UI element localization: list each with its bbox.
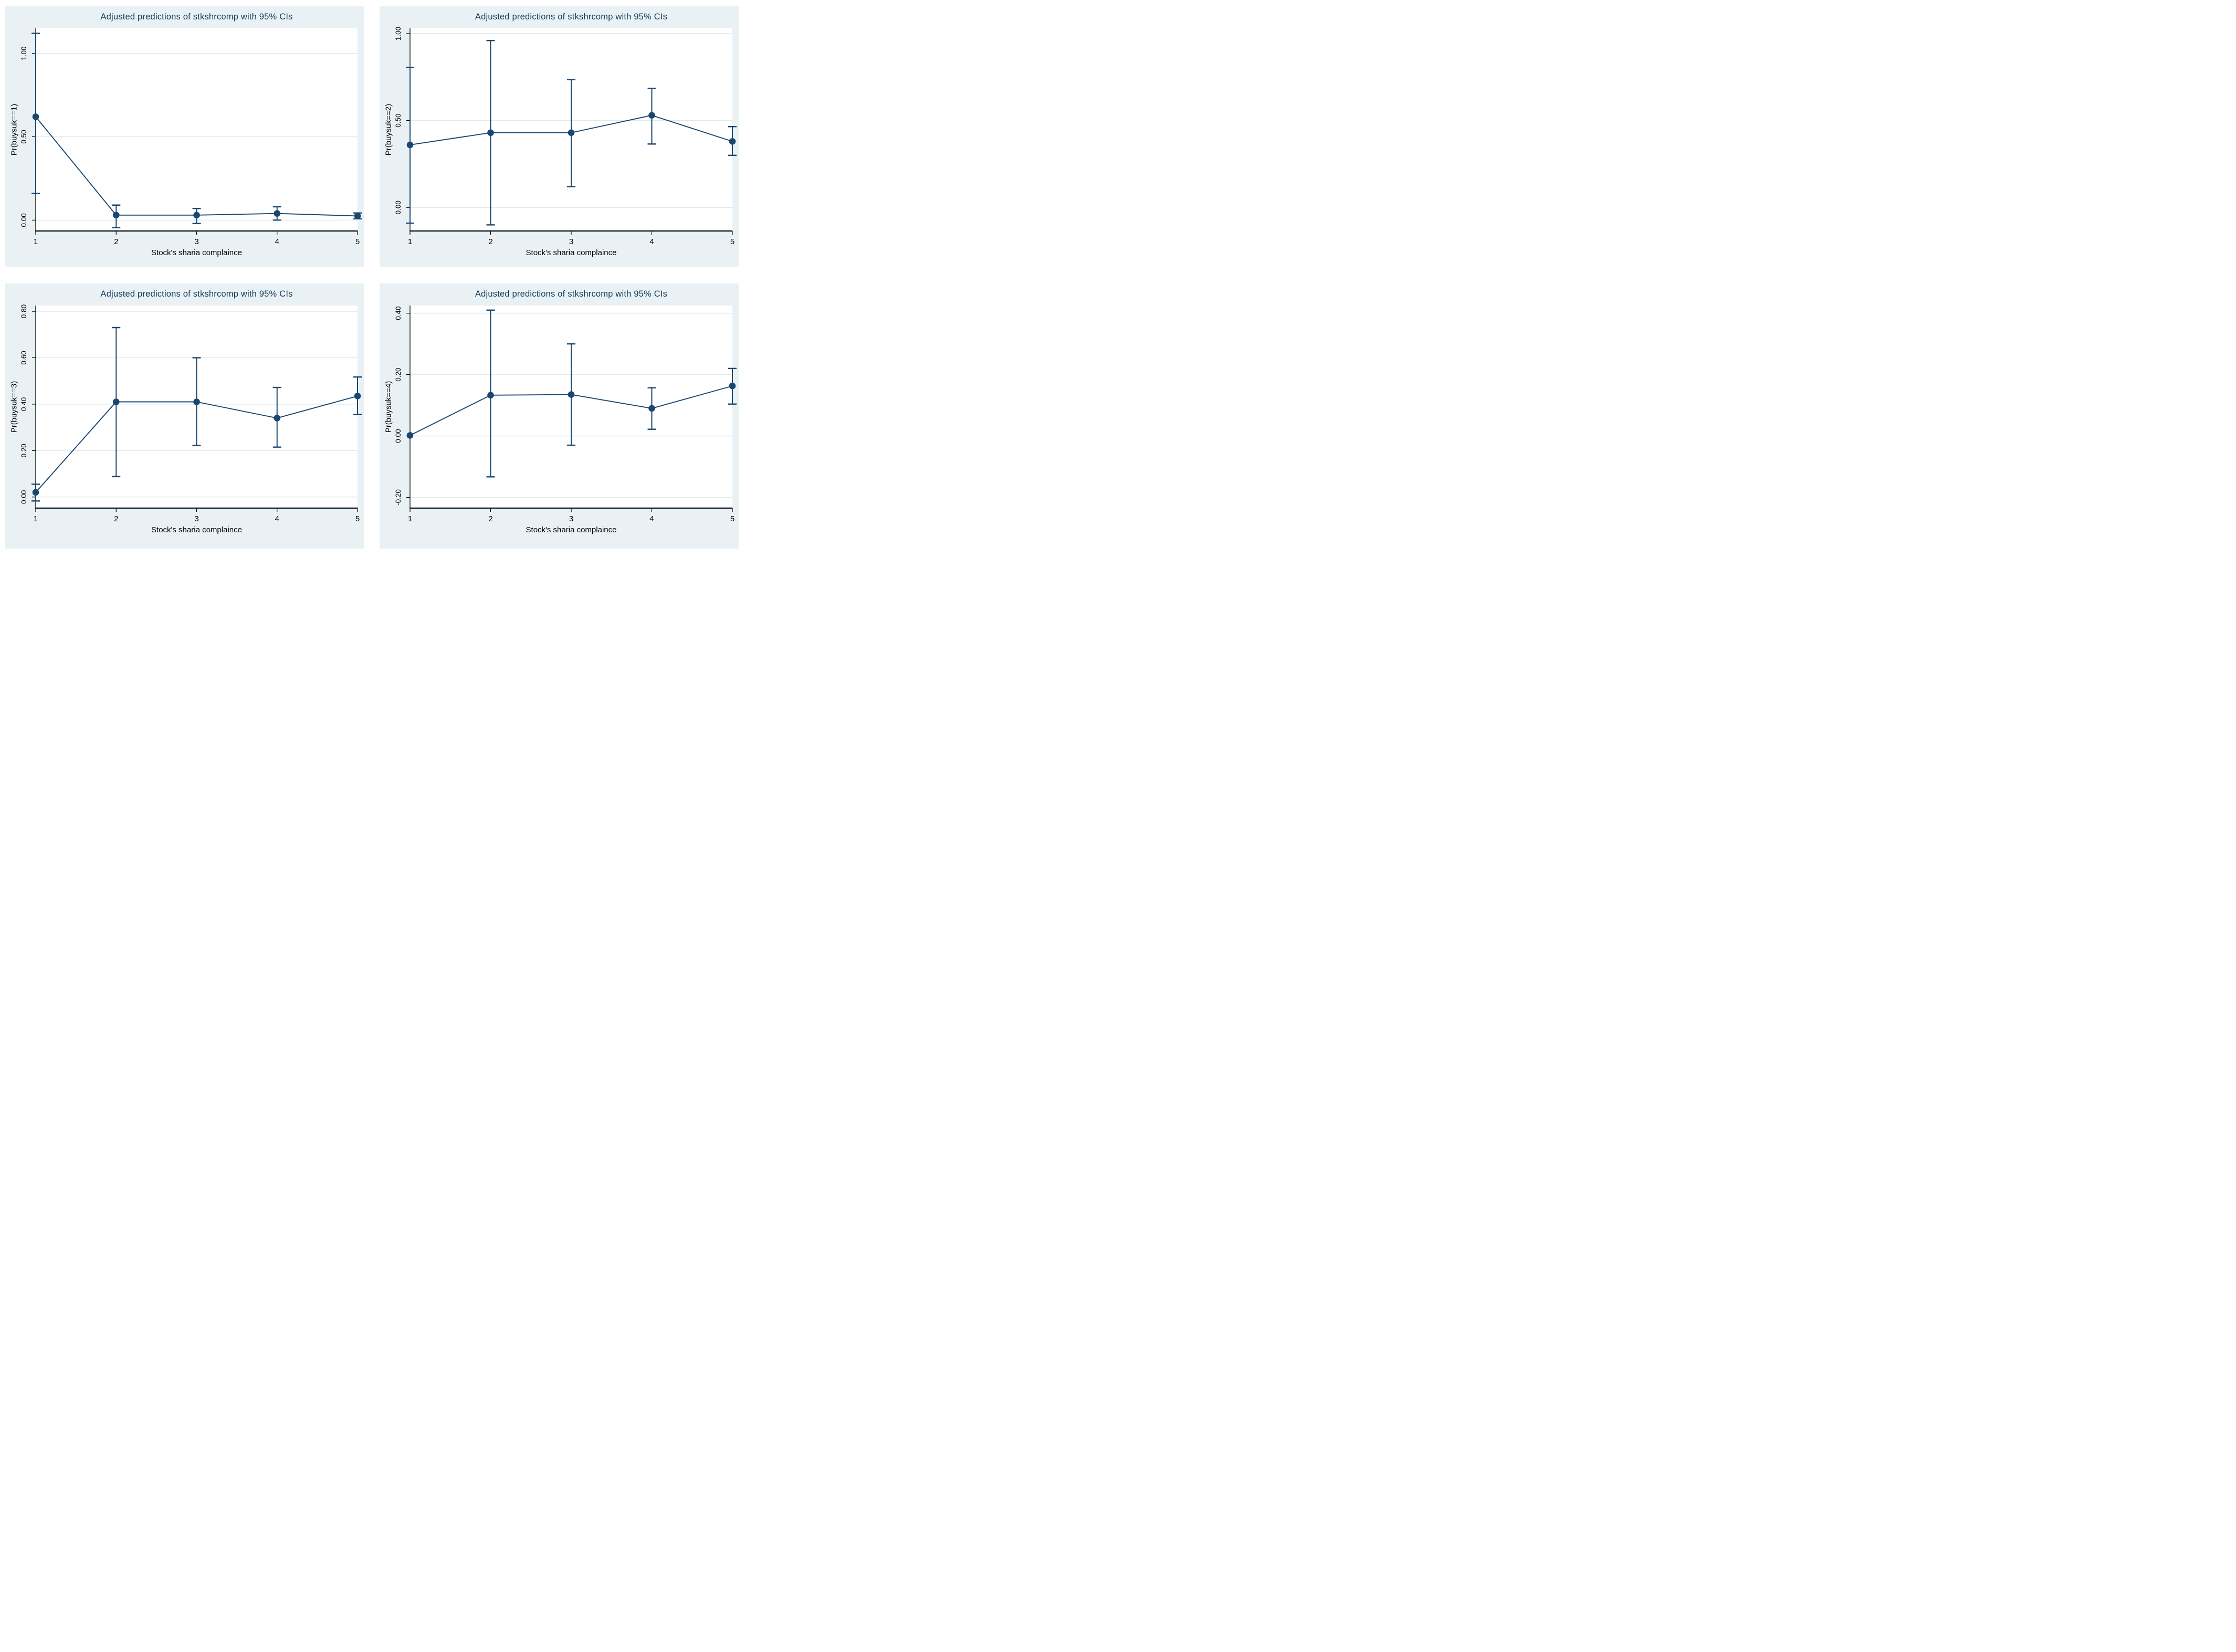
chart-panel-buysuk1: 0.00 0.50 1.00 1 2 3 4 5 Adjusted predictions o… <box>5 6 364 267</box>
data-point-marker <box>354 393 361 399</box>
y-tick-label: 1.00 <box>394 27 402 40</box>
chart-panel-buysuk4: -0.20 0.00 0.20 0.40 1 2 3 4 5 Adjusted predicti… <box>380 283 739 549</box>
x-axis-title: Stock's sharia complaince <box>151 248 242 257</box>
x-tick-label: 2 <box>488 514 492 523</box>
x-axis-title: Stock's sharia complaince <box>526 248 617 257</box>
y-tick-label: 0.20 <box>394 367 402 381</box>
x-tick-label: 3 <box>194 237 198 246</box>
plot-background <box>36 28 358 231</box>
data-point-marker <box>274 415 281 422</box>
y-tick-label: 0.50 <box>20 130 28 143</box>
x-tick-label: 3 <box>194 514 198 523</box>
data-point-marker <box>274 210 281 217</box>
data-point-marker <box>648 405 655 412</box>
plot-area: -0.20 0.00 0.20 0.40 1 2 3 4 5 <box>394 306 737 523</box>
data-point-marker <box>406 141 414 149</box>
x-tick-label: 1 <box>34 514 38 523</box>
x-tick-label: 3 <box>569 514 573 523</box>
chart-panel-buysuk2: 0.00 0.50 1.00 1 2 3 4 5 Adjusted predictions o… <box>380 6 739 267</box>
x-tick-label: 4 <box>649 514 654 523</box>
data-point-marker <box>354 213 361 219</box>
data-point-marker <box>112 212 120 219</box>
plot-area: 0.00 0.50 1.00 1 2 3 4 5 <box>394 27 737 246</box>
x-tick-label: 4 <box>275 514 279 523</box>
data-point-marker <box>487 392 494 399</box>
y-tick-label: 0.60 <box>20 351 28 364</box>
y-tick-label: 0.00 <box>394 429 402 443</box>
data-point-marker <box>406 432 414 439</box>
x-axis-title: Stock's sharia complaince <box>526 525 617 534</box>
data-point-marker <box>193 212 200 219</box>
y-tick-label: 0.80 <box>20 304 28 318</box>
data-point-marker <box>32 113 39 120</box>
data-point-marker <box>729 382 736 390</box>
y-tick-label: 0.50 <box>394 113 402 127</box>
chart-title: Adjusted predictions of stkshrcomp with … <box>100 289 293 299</box>
y-axis-title: Pr(buysuk==4) <box>384 381 393 433</box>
x-tick-label: 5 <box>355 237 360 246</box>
data-point-marker <box>112 398 120 405</box>
y-tick-label: 0.00 <box>394 201 402 214</box>
x-tick-label: 2 <box>114 237 118 246</box>
chart-title: Adjusted predictions of stkshrcomp with … <box>475 289 668 299</box>
chart-title: Adjusted predictions of stkshrcomp with … <box>100 12 293 22</box>
x-tick-label: 1 <box>408 514 412 523</box>
x-tick-label: 1 <box>34 237 38 246</box>
data-point-marker <box>487 129 494 136</box>
y-tick-label: 0.40 <box>394 306 402 320</box>
data-point-marker <box>568 129 575 136</box>
plot-area: 0.00 0.50 1.00 1 2 3 4 5 <box>20 28 362 246</box>
x-tick-label: 1 <box>408 237 412 246</box>
data-point-marker <box>193 398 200 405</box>
x-tick-label: 2 <box>488 237 492 246</box>
chart-title: Adjusted predictions of stkshrcomp with … <box>475 12 668 22</box>
y-tick-label: -0.20 <box>394 489 402 506</box>
data-point-marker <box>32 489 39 496</box>
data-point-marker <box>648 112 655 119</box>
y-tick-label: 0.00 <box>20 490 28 504</box>
x-tick-label: 5 <box>355 514 360 523</box>
x-tick-label: 5 <box>730 514 734 523</box>
y-tick-label: 0.40 <box>20 397 28 411</box>
x-tick-label: 5 <box>730 237 734 246</box>
x-tick-label: 2 <box>114 514 118 523</box>
y-axis-title: Pr(buysuk==3) <box>9 381 19 433</box>
plot-area: 0.00 0.20 0.40 0.60 0.80 1 2 3 4 5 <box>20 304 362 523</box>
x-tick-label: 3 <box>569 237 573 246</box>
y-tick-label: 0.00 <box>20 213 28 227</box>
y-tick-label: 1.00 <box>20 47 28 60</box>
data-point-marker <box>729 138 736 145</box>
y-tick-label: 0.20 <box>20 444 28 457</box>
x-tick-label: 4 <box>649 237 654 246</box>
y-axis-title: Pr(buysuk==1) <box>9 103 19 156</box>
x-axis-title: Stock's sharia complaince <box>151 525 242 534</box>
chart-panel-buysuk3: 0.00 0.20 0.40 0.60 0.80 1 2 3 4 5 Adjusted predi… <box>5 283 364 549</box>
y-axis-title: Pr(buysuk==2) <box>384 103 393 156</box>
data-point-marker <box>568 391 575 398</box>
x-tick-label: 4 <box>275 237 279 246</box>
figure-page: 0.00 0.50 1.00 1 2 3 4 5 Adjusted predictions o… <box>0 0 746 551</box>
